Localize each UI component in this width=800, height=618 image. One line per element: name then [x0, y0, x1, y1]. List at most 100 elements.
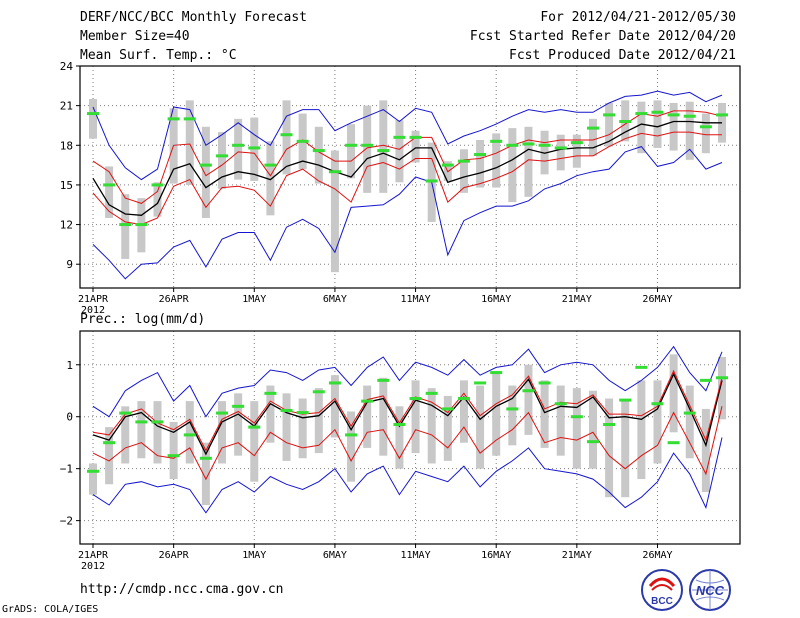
- prec-ensemble-mean-line: [92, 372, 723, 456]
- prec-median-marker: [167, 454, 180, 458]
- prec-spread-box: [137, 401, 146, 459]
- prec-median-marker: [603, 423, 616, 427]
- prec-median-marker: [377, 378, 390, 382]
- prec-median-marker: [425, 391, 438, 395]
- temp-xtick-label: 26APR: [159, 294, 190, 305]
- prec-median-marker: [490, 371, 503, 375]
- temp-median-marker: [474, 153, 487, 157]
- prec-spread-box: [476, 385, 485, 469]
- prec-spread-box: [185, 401, 194, 464]
- temp-median-marker: [683, 114, 696, 118]
- temp-median-marker: [393, 135, 406, 139]
- prec-spread-box: [556, 385, 565, 456]
- prec-median-marker: [393, 423, 406, 427]
- prec-median-marker: [538, 381, 551, 385]
- temp-spread-box: [524, 126, 533, 197]
- ncc-logo-text: NCC: [696, 583, 725, 598]
- temp-median-marker: [441, 163, 454, 167]
- prec-spread-box: [363, 385, 372, 448]
- temp-median-marker: [554, 146, 567, 150]
- temp-ytick-label: 21: [60, 100, 73, 113]
- prec-median-marker: [667, 441, 680, 445]
- prec-spread-box: [701, 408, 710, 493]
- prec-lower-spread-line: [92, 406, 723, 481]
- temp-xtick-label: 26MAY: [642, 294, 672, 305]
- prec-median-marker: [409, 397, 422, 401]
- temp-xtick-label: 21APR: [78, 294, 109, 305]
- temp-spread-box: [379, 100, 388, 193]
- prec-ytick-label: 0: [66, 411, 73, 424]
- temp-median-marker: [377, 149, 390, 153]
- prec-median-marker: [312, 390, 325, 394]
- temp-spread-box: [508, 128, 517, 203]
- temp-spread-box: [669, 103, 678, 151]
- temp-median-marker: [248, 146, 261, 150]
- prec-spread-box: [298, 398, 307, 459]
- prec-median-marker: [554, 402, 567, 406]
- header-left-line-2: Member Size=40: [80, 29, 190, 44]
- prec-spread-box: [588, 390, 597, 469]
- temp-spread-box: [476, 140, 485, 188]
- prec-spread-box: [153, 401, 162, 464]
- prec-median-marker: [135, 420, 148, 424]
- prec-median-marker: [474, 381, 487, 385]
- prec-median-marker: [280, 408, 293, 412]
- temp-min-envelope-line: [92, 146, 723, 280]
- prec-spread-box: [169, 421, 178, 480]
- prec-spread-box: [653, 380, 662, 464]
- temp-spread-box: [201, 126, 210, 218]
- prec-median-marker: [651, 402, 664, 406]
- prec-spread-box: [379, 377, 388, 456]
- prec-xtick-label: 16MAY: [481, 550, 511, 561]
- prec-median-marker: [151, 420, 164, 424]
- prec-spread-box: [718, 356, 726, 420]
- prec-plot-frame: [79, 330, 741, 545]
- prec-xtick-label: 21APR: [78, 550, 109, 561]
- prec-median-marker: [570, 415, 583, 419]
- prec-xtick-label: 1MAY: [242, 550, 266, 561]
- temp-spread-box: [330, 150, 339, 273]
- temp-spread-box: [411, 130, 420, 163]
- footer-url: http://cmdp.ncc.cma.gov.cn: [80, 582, 284, 597]
- prec-spread-box: [330, 375, 339, 438]
- prec-spread-box: [508, 385, 517, 446]
- ncc-logo: NCC: [689, 569, 731, 611]
- temp-median-marker: [586, 126, 599, 130]
- prec-spread-box: [411, 380, 420, 454]
- prec-spread-box: [218, 401, 227, 464]
- temp-median-marker: [603, 113, 616, 117]
- temp-median-marker: [232, 143, 245, 147]
- prec-median-marker: [699, 378, 712, 382]
- temp-spread-box: [218, 132, 227, 189]
- prec-xtick-label: 6MAY: [323, 550, 347, 561]
- prec-xtick-label: 26MAY: [642, 550, 672, 561]
- prec-panel-title: Prec.: log(mm/d): [80, 312, 205, 327]
- prec-spread-box: [572, 388, 581, 469]
- prec-max-envelope-line: [92, 345, 723, 418]
- prec-spread-box: [266, 385, 275, 443]
- temp-median-marker: [716, 113, 728, 117]
- prec-median-marker: [296, 411, 309, 415]
- bcc-logo-text: BCC: [651, 596, 673, 607]
- prec-spread-box: [282, 393, 291, 461]
- temp-spread-box: [572, 134, 581, 168]
- prec-ytick-label: 1: [66, 359, 73, 372]
- temp-lower-spread-line: [92, 131, 722, 226]
- temp-spread-box: [492, 133, 501, 188]
- temp-spread-box: [266, 141, 275, 216]
- prec-upper-spread-line: [92, 369, 723, 452]
- temp-spread-box: [459, 149, 468, 193]
- temp-spread-box: [605, 103, 614, 147]
- prec-spread-box: [234, 393, 243, 456]
- prec-median-marker: [635, 365, 648, 369]
- temp-median-marker: [183, 117, 196, 121]
- temp-median-marker: [425, 179, 438, 183]
- prec-spread-box: [540, 380, 549, 448]
- prec-ytick-label: −2: [60, 515, 73, 528]
- temp-median-marker: [167, 117, 180, 121]
- temp-median-marker: [490, 139, 503, 143]
- prec-xtick-label: 11MAY: [401, 550, 431, 561]
- grads-credit: GrADS: COLA/IGES: [2, 604, 99, 615]
- header-right-line-3: Fcst Produced Date 2012/04/21: [509, 48, 736, 63]
